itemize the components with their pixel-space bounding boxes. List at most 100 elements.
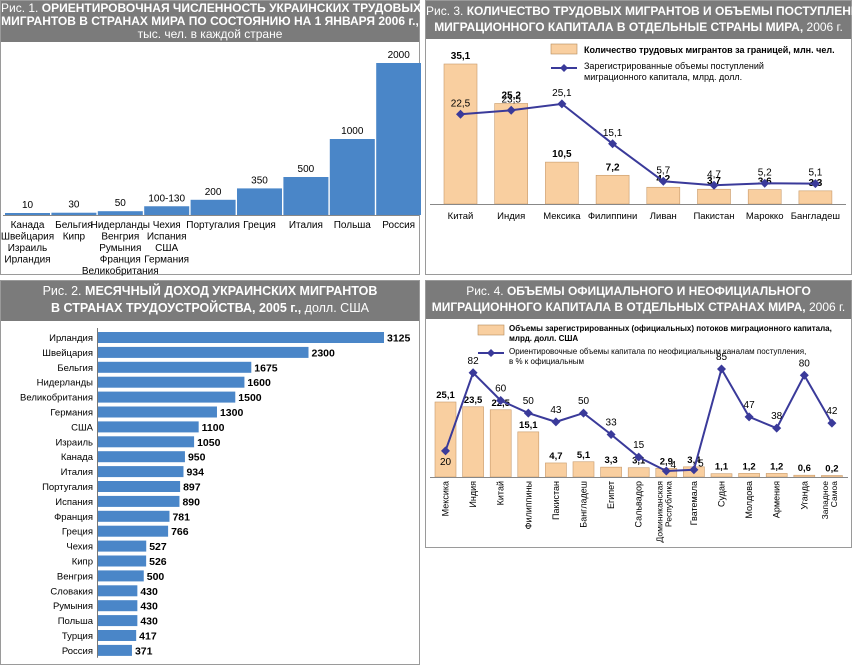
x-tick-label: Уганда <box>799 481 809 510</box>
x-tick-label: Доминиканская <box>654 481 664 543</box>
bar <box>98 644 132 656</box>
data-label: 371 <box>135 645 153 657</box>
series-line <box>460 102 816 187</box>
bar <box>190 199 236 215</box>
line-marker <box>810 179 820 189</box>
line-marker <box>634 452 644 462</box>
y-tick-label: Италия <box>61 467 93 478</box>
data-label: 15,1 <box>519 420 538 431</box>
legend-bar-label: млрд. долл. США <box>509 334 578 343</box>
fig4-title: Рис. 4. ОБЪЕМЫ ОФИЦИАЛЬНОГО И НЕОФИЦИАЛЬ… <box>426 281 851 319</box>
data-label: 2300 <box>311 347 335 359</box>
line-marker <box>606 429 616 439</box>
x-tick-label: Западное <box>820 481 830 520</box>
bar <box>545 161 579 205</box>
y-tick-label: Турция <box>62 631 93 642</box>
y-tick-label: Канада <box>61 452 94 463</box>
line-data-label: 50 <box>523 396 535 407</box>
data-label: 897 <box>183 482 201 494</box>
x-tick-label: Китай <box>496 481 506 505</box>
bar <box>627 467 650 478</box>
y-tick-label: Кипр <box>72 557 93 568</box>
data-label: 1,1 <box>715 462 729 473</box>
line-data-label: 5 <box>698 459 704 470</box>
data-label: 350 <box>251 175 268 186</box>
line-data-label: 42 <box>826 406 838 417</box>
data-label: 766 <box>171 526 189 538</box>
bar <box>98 406 217 418</box>
line-marker <box>506 105 516 115</box>
bar <box>98 615 138 627</box>
line-marker <box>551 417 561 427</box>
x-tick-label: Китай <box>448 211 474 222</box>
bar <box>798 190 833 205</box>
bar <box>98 436 195 448</box>
fig2-panel: Рис. 2. МЕСЯЧНЫЙ ДОХОД УКРАИНСКИХ МИГРАН… <box>0 280 420 665</box>
line-data-label: 15,1 <box>603 128 623 139</box>
x-tick-label: Бангладеш <box>791 211 840 222</box>
line-data-label: 47 <box>744 400 756 411</box>
bar <box>98 451 185 463</box>
line-marker <box>744 412 754 422</box>
line-marker <box>689 465 699 475</box>
bar <box>462 406 484 478</box>
y-tick-label: Израиль <box>55 437 93 448</box>
bar <box>98 600 138 612</box>
data-label: 527 <box>149 541 167 553</box>
y-tick-label: США <box>71 422 94 433</box>
bar <box>98 585 138 597</box>
line-marker <box>523 408 533 418</box>
bar <box>329 139 375 215</box>
line-marker <box>661 466 671 476</box>
data-label: 5,1 <box>577 450 591 461</box>
line-data-label: 15 <box>633 440 645 451</box>
bar <box>98 525 169 537</box>
data-label: 1050 <box>197 437 221 449</box>
bar <box>283 177 329 215</box>
line-data-label: 80 <box>799 358 811 369</box>
legend-line-marker <box>560 64 568 72</box>
bar <box>489 409 512 478</box>
x-tick-label: Бангладеш <box>579 481 589 528</box>
bar <box>443 63 478 205</box>
data-label: 1600 <box>247 377 271 389</box>
data-label: 10 <box>22 200 34 211</box>
bar <box>600 466 622 478</box>
x-tick-label: Судан <box>717 481 727 507</box>
fig2-title: Рис. 2. МЕСЯЧНЫЙ ДОХОД УКРАИНСКИХ МИГРАН… <box>1 281 419 321</box>
data-label: 2,9 <box>660 456 673 467</box>
line-data-label: 22,5 <box>451 98 471 109</box>
data-label: 3,4 <box>687 455 701 466</box>
data-label: 0,6 <box>798 463 811 474</box>
x-tick-label: Египет <box>606 481 616 509</box>
bar <box>98 466 184 478</box>
bar <box>793 474 816 478</box>
bar <box>98 630 137 641</box>
x-tick-label: Мексика <box>441 481 451 516</box>
x-tick-label: Молдова <box>744 481 754 519</box>
y-tick-label: Бельгия <box>57 363 93 374</box>
y-tick-label: Великобритания <box>20 393 93 404</box>
x-tick-label: Россия <box>382 220 415 231</box>
x-tick-label: Сальвадор <box>634 481 644 528</box>
bar <box>98 570 144 582</box>
legend-bar-label: Количество трудовых мигрантов за границе… <box>584 45 835 55</box>
line-marker <box>799 370 809 380</box>
bar <box>98 346 309 358</box>
fig3-chart: Количество трудовых мигрантов за границе… <box>430 43 846 222</box>
line-marker <box>760 178 770 188</box>
data-label: 30 <box>68 200 80 211</box>
data-label: 1100 <box>202 422 225 434</box>
data-label: 25,2 <box>501 90 521 101</box>
bar <box>98 481 181 492</box>
line-data-label: 4,7 <box>707 169 721 180</box>
bar <box>572 461 595 478</box>
legend-bar-label: Объемы зарегистрированных (официальных) … <box>509 324 832 333</box>
x-tick-label: Гватемала <box>689 481 699 525</box>
data-label: 35,1 <box>451 51 471 62</box>
bar <box>697 188 731 205</box>
line-data-label: 38 <box>771 411 783 422</box>
y-tick-label: Франция <box>54 512 93 523</box>
data-label: 1300 <box>220 407 244 419</box>
data-label: 3125 <box>387 333 411 345</box>
